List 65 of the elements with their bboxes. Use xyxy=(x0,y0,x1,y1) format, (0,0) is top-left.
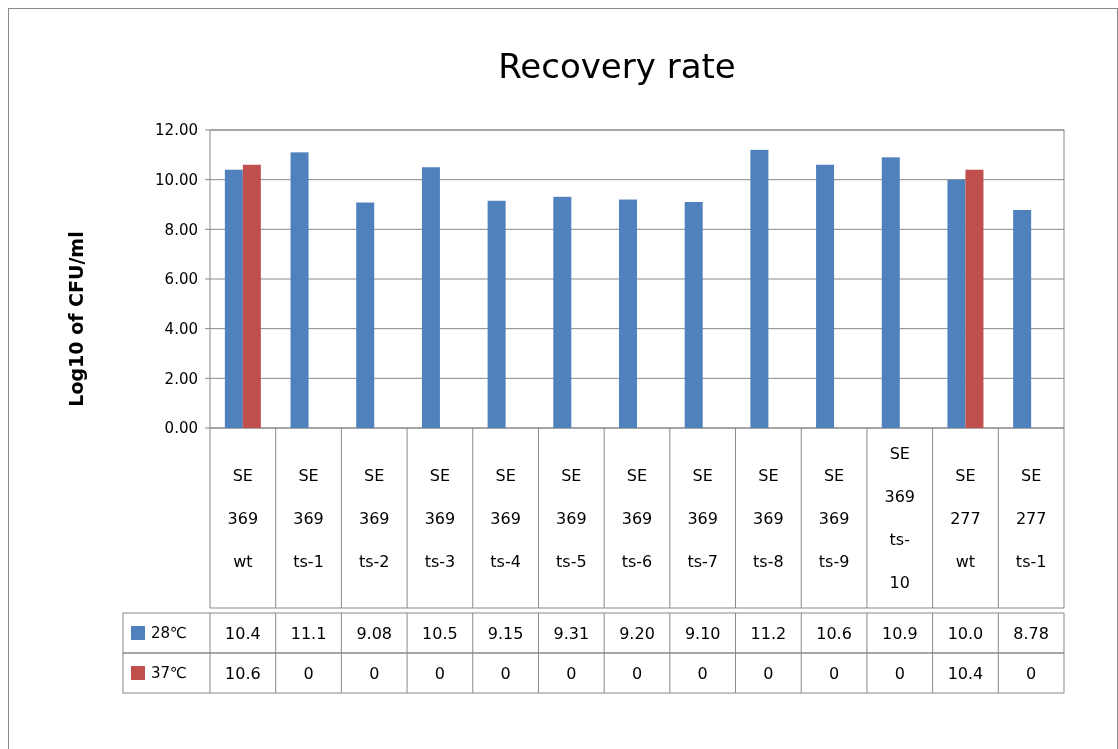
bar xyxy=(421,167,440,428)
data-label: 0 xyxy=(369,663,380,683)
legend-label: 28℃ xyxy=(151,624,187,643)
category-label: SE 369 ts-1 xyxy=(293,465,324,571)
bar xyxy=(816,164,835,428)
legend-label: 37℃ xyxy=(151,664,187,683)
data-label: 10.9 xyxy=(881,623,918,643)
category-label: SE 369 ts-9 xyxy=(818,465,850,571)
data-label: 10.0 xyxy=(947,623,984,643)
data-label: 11.1 xyxy=(290,623,327,643)
y-axis-title: Log10 of CFU/ml xyxy=(65,231,87,407)
data-label: 9.31 xyxy=(553,623,590,643)
bar xyxy=(224,169,243,428)
category-label: SE 369 ts-10 xyxy=(884,444,916,593)
data-label: 9.10 xyxy=(684,623,721,643)
category-label: SE 369 wt xyxy=(227,465,259,571)
bar xyxy=(684,202,703,428)
data-label: 0 xyxy=(303,663,314,683)
data-label: 0 xyxy=(500,663,511,683)
bar xyxy=(965,169,984,428)
category-label: SE 369 ts-3 xyxy=(424,465,456,571)
category-label: SE 277 ts-1 xyxy=(1015,465,1047,571)
data-label: 11.2 xyxy=(750,623,787,643)
data-label: 0 xyxy=(828,663,840,683)
data-label: 8.78 xyxy=(1013,623,1049,643)
category-label: SE 369 ts-2 xyxy=(358,465,390,571)
y-tick-label: 0.00 xyxy=(164,419,198,438)
y-tick-label: 12.00 xyxy=(155,121,198,140)
data-label: 9.20 xyxy=(619,623,655,643)
bar xyxy=(487,200,506,428)
data-label: 10.5 xyxy=(422,623,458,643)
data-label: 10.6 xyxy=(816,623,852,643)
data-label: 0 xyxy=(697,663,708,683)
data-label: 0 xyxy=(894,663,905,683)
data-label: 10.4 xyxy=(225,623,261,643)
data-label: 0 xyxy=(1026,663,1037,683)
bar xyxy=(356,202,375,428)
bar xyxy=(947,179,966,428)
bar xyxy=(1013,209,1032,428)
data-label: 9.08 xyxy=(356,623,393,643)
category-label: SE 369 ts-7 xyxy=(687,465,718,571)
y-tick-label: 8.00 xyxy=(164,220,198,239)
data-label: 0 xyxy=(434,663,446,683)
data-label: 0 xyxy=(566,663,577,683)
bar xyxy=(290,152,309,428)
y-tick-label: 4.00 xyxy=(164,319,198,338)
data-label: 10.4 xyxy=(947,663,984,683)
category-label: SE 277 wt xyxy=(950,465,981,571)
bar xyxy=(553,196,572,428)
y-tick-label: 6.00 xyxy=(164,270,198,289)
y-tick-label: 2.00 xyxy=(164,369,198,388)
category-label: SE 369 ts-6 xyxy=(621,465,653,571)
category-label: SE 369 ts-5 xyxy=(556,465,587,571)
y-tick-label: 10.00 xyxy=(155,170,198,189)
data-label: 10.6 xyxy=(225,663,261,683)
bar xyxy=(242,164,261,428)
category-label: SE 369 ts-8 xyxy=(753,465,784,571)
data-label: 9.15 xyxy=(487,623,524,643)
bar xyxy=(881,157,900,428)
bar xyxy=(619,199,637,428)
chart-title: Recovery rate xyxy=(498,46,736,86)
data-label: 0 xyxy=(631,663,643,683)
category-label: SE 369 ts-4 xyxy=(490,465,521,571)
data-label: 0 xyxy=(763,663,774,683)
bar xyxy=(750,149,769,428)
